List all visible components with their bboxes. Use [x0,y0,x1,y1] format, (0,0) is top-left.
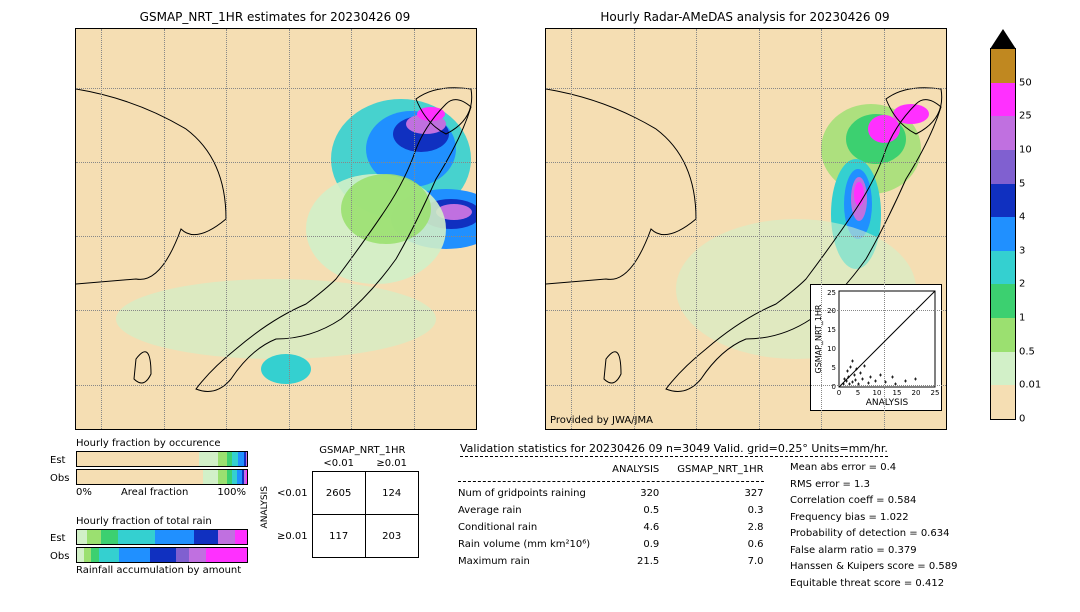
colorbar: 00.010.512345102550 [990,48,1016,420]
occurrence-obs-bar [76,469,248,485]
svg-text:15: 15 [893,389,902,397]
map-credit: Provided by JWA/JMA [550,415,653,426]
right-map: Provided by JWA/JMA ANALYSIS GSMAP_NRT_1… [545,28,947,430]
validation-stats: Validation statistics for 20230426 09 n=… [460,442,888,461]
occurrence-bars: Hourly fraction by occurence Est Obs 0% … [50,438,248,498]
svg-text:15: 15 [827,326,836,334]
colorbar-extend-icon [990,29,1016,49]
svg-text:5: 5 [856,389,860,397]
contingency-table: GSMAP_NRT_1HR ANALYSIS <0.01 ≥0.01 <0.01… [260,445,419,558]
left-map: 120°E125°E130°E135°E140°E145°E25°N30°N35… [75,28,477,430]
svg-text:0: 0 [837,389,841,397]
totalrain-obs-bar [76,547,248,563]
totalrain-bars: Hourly fraction of total rain Est Obs Ra… [50,516,248,576]
svg-text:25: 25 [931,389,940,397]
svg-text:25: 25 [827,289,836,297]
stat-list: Mean abs error = 0.4RMS error = 1.3Corre… [790,460,957,592]
occurrence-est-bar [76,451,248,467]
left-map-title: GSMAP_NRT_1HR estimates for 20230426 09 [75,10,475,24]
scatter-xlabel: ANALYSIS [866,398,909,408]
right-map-title: Hourly Radar-AMeDAS analysis for 2023042… [545,10,945,24]
validation-table: ANALYSISGSMAP_NRT_1HR Num of gridpoints … [448,460,774,571]
svg-text:10: 10 [827,345,836,353]
svg-text:10: 10 [873,389,882,397]
totalrain-est-bar [76,529,248,545]
svg-text:5: 5 [832,364,836,372]
scatter-inset: ANALYSIS GSMAP_NRT_1HR 0 5 10 15 20 25 0… [810,284,942,411]
svg-text:20: 20 [912,389,921,397]
